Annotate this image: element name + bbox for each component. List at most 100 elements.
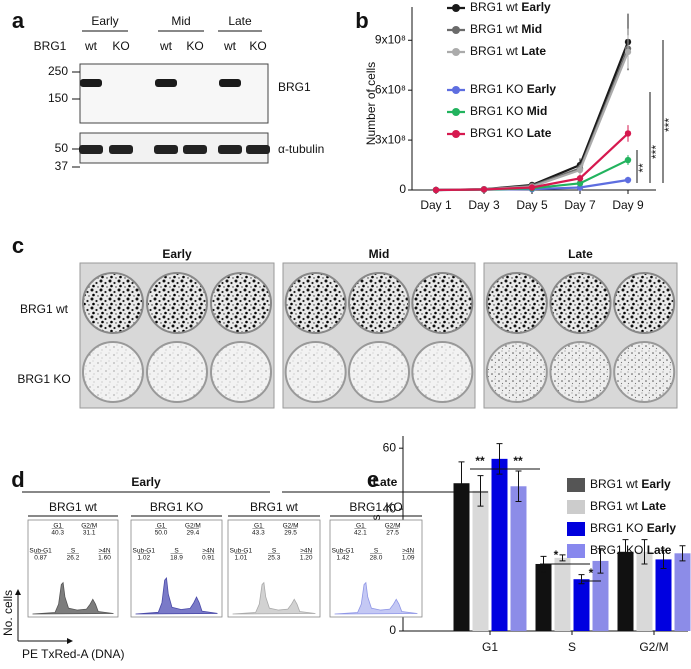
panel-letter: e — [367, 467, 379, 492]
legend-text-part: BRG1 wt — [470, 44, 521, 58]
x-tick-label: Day 5 — [516, 198, 548, 212]
sample-label: BRG1 KO — [150, 500, 203, 514]
well — [284, 341, 347, 403]
gate-value: 31.1 — [83, 530, 96, 537]
gate-value: 1.20 — [300, 555, 313, 562]
significance-label: ** — [636, 163, 650, 173]
legend-text: BRG1 wt Early — [470, 0, 551, 14]
gate-value: 27.5 — [386, 530, 399, 537]
data-point — [480, 186, 488, 193]
gate-label: G2/M — [81, 523, 97, 530]
series-line — [435, 51, 630, 192]
gate-value: 1.01 — [235, 555, 248, 562]
well — [411, 341, 474, 403]
gate-label: S — [71, 548, 76, 555]
legend-text-bold: Late — [647, 543, 672, 557]
histogram — [32, 581, 114, 615]
bar — [655, 559, 672, 631]
legend-swatch — [567, 500, 585, 514]
well — [549, 272, 612, 334]
gate-value: 28.0 — [370, 555, 383, 562]
group-label: Late — [228, 14, 252, 28]
y-axis-label: No. cells — [1, 590, 15, 636]
data-point — [528, 184, 536, 191]
well — [613, 341, 676, 403]
lane-label: wt — [159, 39, 173, 53]
band — [155, 79, 177, 87]
legend-text: BRG1 KO Mid — [470, 104, 547, 118]
group-label: Late — [373, 475, 398, 489]
well — [411, 272, 474, 334]
legend-text-part: BRG1 KO — [590, 521, 647, 535]
legend-text: BRG1 wt Mid — [470, 22, 542, 36]
well — [284, 272, 347, 334]
sample-label: BRG1 wt — [250, 500, 299, 514]
row-label: BRG1 wt — [20, 302, 69, 316]
blot-label: BRG1 — [278, 80, 311, 94]
y-tick-label: 0 — [389, 623, 396, 637]
legend-text-bold: Early — [647, 521, 677, 535]
group-label: Late — [568, 247, 593, 261]
legend-swatch — [567, 478, 585, 492]
histogram — [334, 581, 418, 615]
histogram-box — [27, 519, 119, 618]
gate-label: Sub-G1 — [332, 548, 355, 555]
marker-label: 37 — [55, 159, 69, 173]
significance-label: ** — [475, 454, 485, 468]
well — [485, 341, 548, 403]
bar — [573, 579, 590, 631]
band — [246, 145, 270, 154]
x-tick-label: G2/M — [639, 640, 668, 654]
panel-letter: a — [12, 8, 25, 33]
gate-value: 1.09 — [402, 555, 415, 562]
legend-text-bold: Early — [521, 0, 551, 14]
gate-value: 1.02 — [137, 555, 150, 562]
well — [210, 272, 273, 334]
legend-text-part: BRG1 KO — [470, 126, 527, 140]
data-point — [432, 186, 440, 194]
significance-label: *** — [662, 118, 676, 132]
y-tick-label: 60 — [383, 440, 397, 454]
error-bar — [458, 461, 465, 506]
legend-text-bold: Mid — [521, 22, 542, 36]
group-label: Early — [131, 475, 161, 489]
data-point — [624, 48, 632, 56]
group-label: Early — [91, 14, 118, 28]
data-point — [624, 156, 632, 164]
legend-text-part: BRG1 wt — [470, 0, 521, 14]
error-bar — [597, 548, 604, 574]
legend-text: BRG1 wt Late — [470, 44, 546, 58]
error-bar — [559, 554, 566, 562]
legend-marker — [452, 130, 460, 138]
marker-label: 250 — [48, 64, 68, 78]
band — [80, 79, 102, 87]
well — [81, 272, 144, 334]
gate-label: >4N — [98, 548, 110, 555]
gate-value: 25.3 — [268, 555, 281, 562]
gate-value: 40.3 — [51, 530, 64, 537]
legend-text-part: BRG1 wt — [470, 22, 521, 36]
gate-value: 1.42 — [337, 555, 350, 562]
bar — [592, 560, 609, 631]
gate-label: G2/M — [385, 523, 401, 530]
gate-label: S — [374, 548, 379, 555]
error-bar — [578, 574, 585, 585]
data-point — [624, 176, 632, 184]
histogram — [232, 581, 316, 615]
bar — [491, 458, 508, 631]
marker-label: 150 — [48, 91, 68, 105]
legend-text-part: BRG1 wt — [590, 499, 641, 513]
legend-text: BRG1 KO Early — [470, 82, 556, 96]
series-line — [435, 48, 630, 192]
gate-label: >4N — [202, 548, 214, 555]
group-label: Early — [162, 247, 192, 261]
band — [183, 145, 207, 154]
well — [146, 272, 208, 334]
legend-text-part: BRG1 KO — [470, 82, 527, 96]
histogram-box — [329, 519, 423, 618]
x-axis-label: PE TxRed-A (DNA) — [22, 647, 124, 661]
data-point — [576, 175, 584, 182]
lane-label: KO — [186, 39, 203, 53]
error-bar — [679, 545, 686, 562]
